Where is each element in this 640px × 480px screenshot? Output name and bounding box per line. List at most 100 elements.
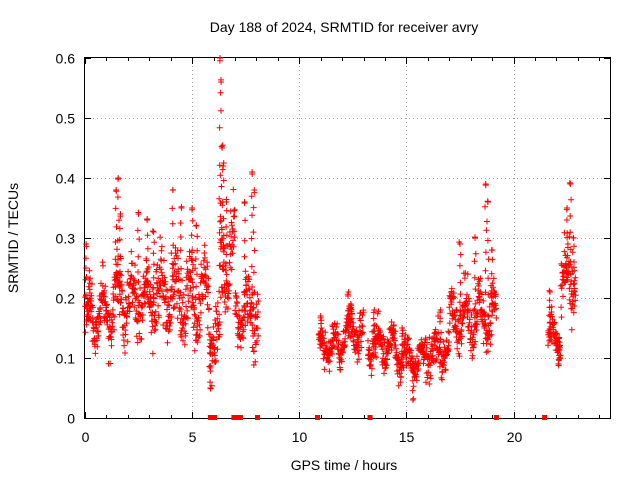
data-point xyxy=(251,247,258,254)
data-point xyxy=(160,322,167,328)
data-point xyxy=(235,326,242,332)
data-point xyxy=(380,333,387,340)
data-point xyxy=(482,181,489,187)
data-point xyxy=(241,237,248,244)
data-point xyxy=(107,360,114,367)
data-point xyxy=(173,252,180,259)
y-tick-label: 0.3 xyxy=(56,231,76,247)
data-point xyxy=(485,336,492,343)
data-point xyxy=(216,319,223,326)
data-point xyxy=(248,235,255,242)
data-point xyxy=(197,309,204,316)
data-point xyxy=(569,249,576,256)
data-point xyxy=(241,304,248,311)
data-point xyxy=(120,337,127,344)
data-point xyxy=(322,329,329,336)
data-point xyxy=(85,315,92,322)
data-point xyxy=(490,275,497,282)
data-point xyxy=(323,343,330,350)
data-point xyxy=(226,259,233,266)
data-point xyxy=(451,294,457,301)
data-point xyxy=(175,255,181,262)
data-point xyxy=(385,350,391,357)
data-point xyxy=(326,358,333,365)
data-point xyxy=(489,280,496,287)
data-point xyxy=(236,312,243,319)
data-point xyxy=(217,172,224,179)
data-point xyxy=(546,287,553,294)
data-point xyxy=(202,266,209,273)
data-point xyxy=(393,349,400,356)
data-point xyxy=(167,319,174,326)
data-point xyxy=(254,291,261,298)
data-point xyxy=(148,329,155,336)
data-point xyxy=(207,343,214,350)
data-point xyxy=(108,336,115,343)
data-point xyxy=(221,299,228,305)
data-point xyxy=(335,337,342,344)
data-point xyxy=(317,338,324,344)
y-tick-labels: 0 0.1 0.2 0.3 0.4 0.5 0.6 xyxy=(56,51,76,427)
data-point xyxy=(545,342,551,349)
data-point xyxy=(191,304,198,311)
data-point xyxy=(164,287,171,294)
data-point xyxy=(371,335,378,342)
data-point xyxy=(200,257,207,264)
data-point xyxy=(201,242,208,249)
data-point xyxy=(372,340,378,347)
data-point xyxy=(457,251,464,258)
data-point xyxy=(488,270,495,277)
data-point xyxy=(487,333,493,339)
data-point xyxy=(469,352,476,359)
data-point xyxy=(114,194,121,201)
data-point xyxy=(104,318,111,324)
data-point xyxy=(161,257,167,264)
data-point xyxy=(456,312,463,319)
data-point xyxy=(564,205,571,211)
data-point xyxy=(423,344,430,351)
data-point xyxy=(218,183,225,190)
data-point xyxy=(571,303,578,309)
data-point xyxy=(566,261,573,268)
data-point xyxy=(454,345,461,352)
data-point xyxy=(399,325,406,331)
data-point xyxy=(487,320,494,327)
data-point xyxy=(179,299,186,306)
data-point xyxy=(445,339,452,345)
data-point xyxy=(560,293,566,300)
data-point xyxy=(89,304,96,311)
data-point xyxy=(94,343,101,350)
data-points xyxy=(82,55,579,403)
data-point xyxy=(566,179,573,186)
x-tick-label: 10 xyxy=(292,429,308,445)
data-point xyxy=(117,253,124,260)
data-point xyxy=(456,299,463,306)
data-point xyxy=(195,314,202,321)
data-point xyxy=(86,296,93,303)
data-point xyxy=(250,304,257,311)
data-point xyxy=(182,286,189,293)
data-point xyxy=(192,256,199,262)
data-point xyxy=(185,298,192,305)
data-point xyxy=(546,326,553,333)
data-point xyxy=(250,229,257,236)
data-point xyxy=(338,358,345,365)
data-point xyxy=(238,344,244,351)
data-point xyxy=(97,304,104,311)
data-point xyxy=(353,327,360,334)
data-point xyxy=(205,283,212,290)
data-point xyxy=(219,235,226,242)
data-point xyxy=(217,294,224,301)
data-point xyxy=(144,232,151,239)
data-point xyxy=(472,286,479,293)
data-point xyxy=(424,339,431,346)
data-point xyxy=(207,350,214,357)
data-point xyxy=(248,263,255,270)
data-point xyxy=(409,397,416,403)
data-point xyxy=(104,301,110,308)
data-point xyxy=(347,310,354,317)
data-point xyxy=(469,334,476,341)
data-point xyxy=(423,379,429,386)
data-point xyxy=(207,379,214,386)
